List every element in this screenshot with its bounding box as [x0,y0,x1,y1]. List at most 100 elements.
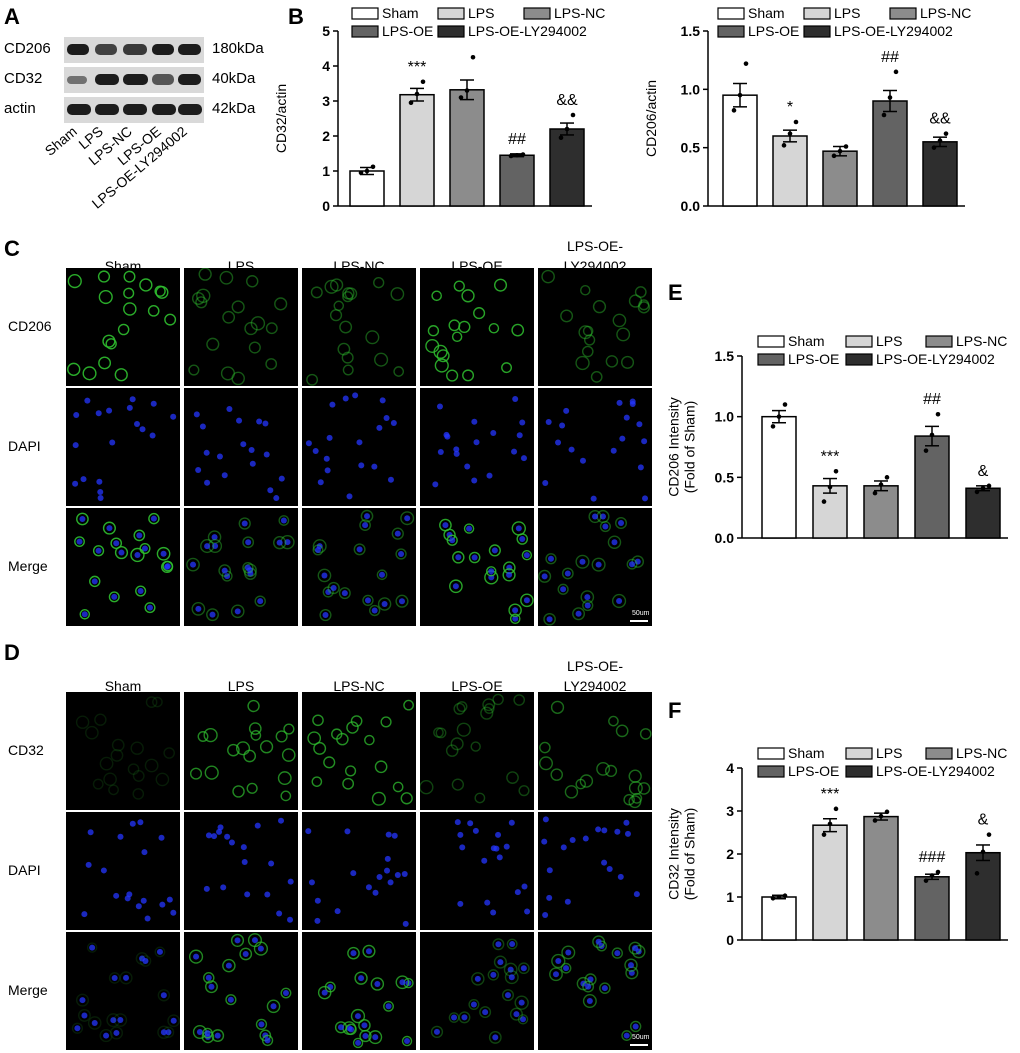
nucleus [506,571,513,578]
nucleus [579,457,586,464]
stained-cell [130,547,145,563]
data-point [458,95,464,100]
stained-cell [493,278,508,292]
nucleus [124,895,131,902]
stained-cell [376,569,388,581]
data-point [408,100,414,106]
nucleus [268,860,275,867]
column-header: LPS-OE [451,678,503,694]
nucleus [263,451,270,458]
blot-row-cd32 [64,67,204,93]
data-point [364,168,370,174]
nucleus [256,418,263,425]
stained-cell [549,967,563,982]
nucleus [249,460,256,467]
stained-cell [206,608,219,622]
stained-cell [518,785,530,797]
legend-swatch [803,25,831,38]
micrograph-tile [66,812,180,930]
stained-cell [590,370,603,383]
stained-cell [261,1034,274,1047]
nucleus [220,884,227,891]
nucleus [512,396,519,403]
bar [812,824,848,941]
bar [914,435,950,539]
nucleus [490,909,497,916]
stained-cell [110,748,124,762]
row-label: CD206 [8,318,52,334]
stained-cell [235,741,251,756]
micrograph-cells [430,938,530,1044]
stained-cell [488,544,501,557]
nucleus [629,561,636,568]
stained-cell [359,519,371,531]
stained-cell [639,728,652,740]
stained-cell [144,602,156,614]
blot-band [123,104,147,115]
y-tick-label: 2 [322,128,330,144]
stained-cell [628,294,643,308]
nucleus [214,1032,221,1039]
nucleus [91,1019,98,1026]
stained-cell [225,994,237,1006]
nucleus [314,546,321,553]
nucleus [385,831,392,838]
blot-band [95,44,117,55]
column-header: LPS-OE- LY294002 [563,658,627,694]
stained-cell [111,738,125,752]
scale-bar-label: 50um [632,610,650,617]
nucleus [364,513,371,520]
stained-cell [395,975,410,990]
stained-cell [425,338,440,353]
data-point [793,119,799,125]
stained-cell [71,1022,84,1034]
significance-label: *** [408,59,427,76]
nucleus [595,826,602,833]
micrograph-cells [306,277,405,386]
blot-band [95,74,119,85]
stained-cell [449,579,463,594]
data-point [470,54,476,60]
stained-cell [123,270,136,283]
stained-cell [383,1000,394,1012]
nucleus [471,418,478,425]
stained-cell [317,568,332,583]
stained-cell [244,321,258,336]
micrograph-tile: 50um [538,508,652,626]
stained-cell [403,699,414,711]
nucleus [72,480,79,487]
nucleus [623,414,630,421]
stained-cell [82,366,97,381]
nucleus [106,407,113,414]
nucleus [508,819,515,826]
nucleus [457,831,464,838]
stained-cell [582,980,595,993]
stained-cell [274,297,288,311]
nucleus [442,522,449,529]
data-point [872,490,878,496]
nucleus [446,531,453,538]
nucleus [141,545,148,552]
stained-cell [468,551,481,564]
stained-cell [374,352,389,367]
nucleus [317,479,324,486]
stained-cell [468,998,480,1010]
nucleus [637,464,644,471]
nucleus [376,424,383,431]
nucleus [523,597,530,604]
stained-cell [446,369,459,382]
legend-swatch [925,335,953,348]
nucleus [634,558,641,565]
data-point [358,170,364,176]
nucleus [616,399,623,406]
nucleus [91,578,98,585]
nucleus [401,871,408,878]
micrograph-tile [420,692,534,810]
legend-swatch [437,25,465,38]
nucleus [614,950,621,957]
y-axis-label-line: CD32 Intensity [666,808,682,900]
stained-cell [362,944,376,958]
nucleus [73,411,80,418]
stained-cell [239,947,253,961]
nucleus [492,1034,499,1041]
